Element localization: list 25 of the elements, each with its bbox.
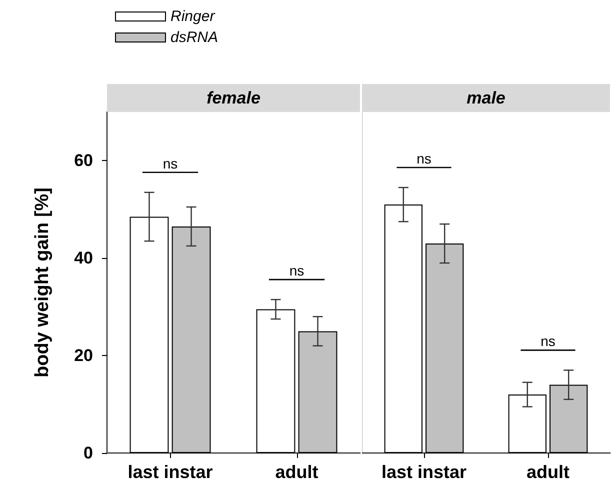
x-tick-label: adult xyxy=(275,462,318,482)
bar xyxy=(172,226,211,453)
y-axis-title: body weight gain [%] xyxy=(32,188,53,378)
chart-title: male xyxy=(466,88,506,108)
bar xyxy=(130,216,169,453)
y-tick-label: 40 xyxy=(74,248,93,268)
annotation: ns xyxy=(540,333,556,350)
annotation: ns xyxy=(416,150,432,167)
bar xyxy=(298,331,338,453)
bar xyxy=(550,384,588,453)
y-tick-label: 0 xyxy=(84,444,93,462)
bar xyxy=(384,204,422,453)
bar xyxy=(426,244,464,453)
legend-label: Ringer xyxy=(170,8,216,25)
x-tick-label: adult xyxy=(526,462,570,482)
annotation: ns xyxy=(162,155,178,172)
x-tick-label: last instar xyxy=(128,462,213,482)
bar xyxy=(256,309,296,453)
y-tick-label: 20 xyxy=(74,346,93,366)
annotation: ns xyxy=(289,262,304,279)
chart-title: female xyxy=(206,88,260,108)
legend-label: dsRNA xyxy=(170,29,218,46)
y-tick-label: 60 xyxy=(74,151,93,170)
bar xyxy=(508,394,546,453)
x-tick-label: last instar xyxy=(381,462,467,482)
